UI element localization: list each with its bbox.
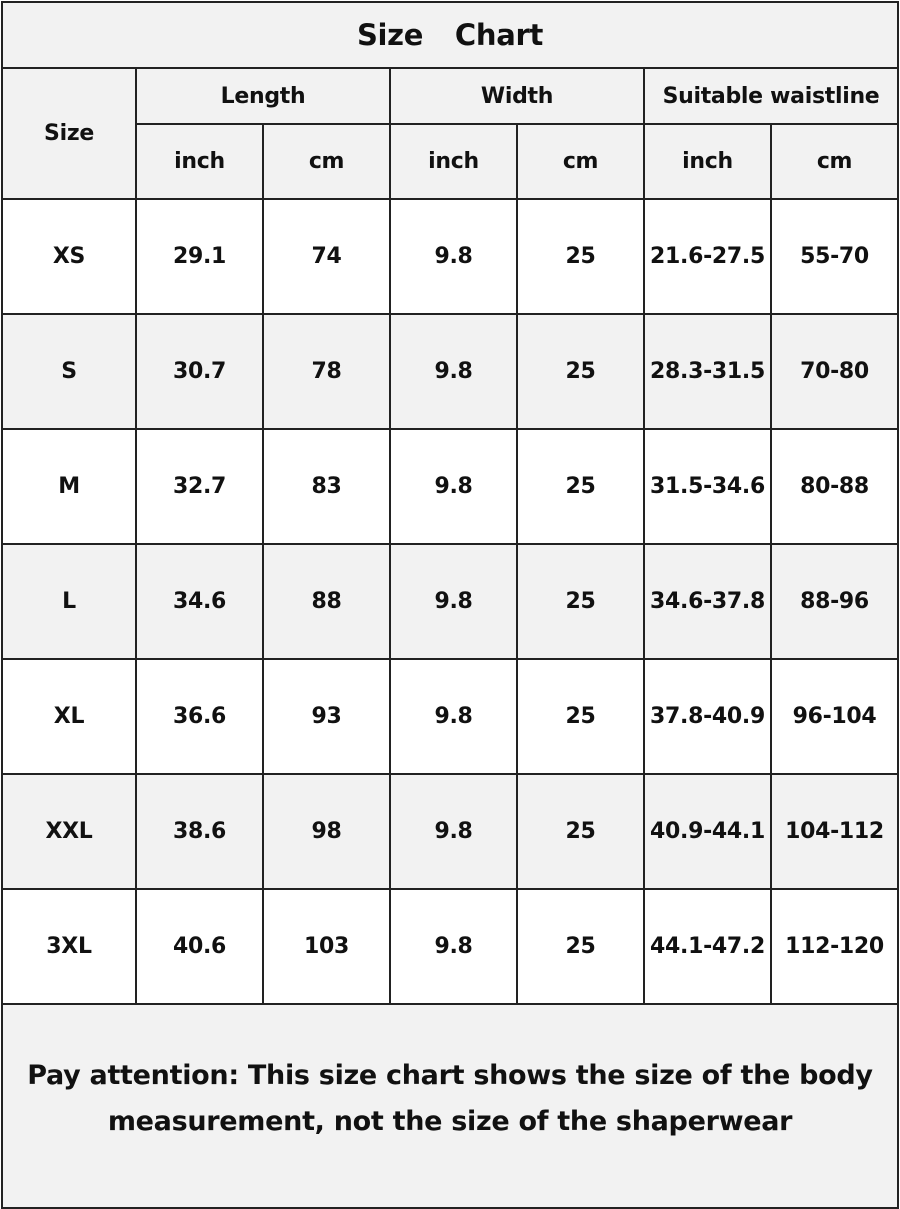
table-row: XL 36.6 93 9.8 25 37.8-40.9 96-104 — [1, 658, 900, 775]
cell-len-in: 34.6 — [135, 543, 264, 660]
cell-len-in: 40.6 — [135, 888, 264, 1005]
cell-wid-in: 9.8 — [389, 198, 518, 315]
header-waistline: Suitable waistline — [642, 67, 900, 125]
table-title: Size Chart — [0, 1, 900, 69]
cell-len-cm: 78 — [262, 313, 391, 430]
table-row: L 34.6 88 9.8 25 34.6-37.8 88-96 — [1, 543, 900, 660]
note-line-2: measurement, not the size of the shaperw… — [107, 1106, 793, 1137]
cell-wid-in: 9.8 — [389, 313, 518, 430]
cell-wid-cm: 25 — [516, 198, 645, 315]
cell-waist-in: 31.5-34.6 — [643, 428, 772, 545]
cell-size: M — [1, 428, 137, 545]
cell-waist-cm: 55-70 — [769, 198, 900, 315]
cell-len-in: 30.7 — [135, 313, 264, 430]
header-waist-inch: inch — [643, 123, 772, 200]
cell-waist-in: 28.3-31.5 — [643, 313, 772, 430]
table-row: 3XL 40.6 103 9.8 25 44.1-47.2 112-120 — [1, 888, 900, 1005]
table-row: XS 29.1 74 9.8 25 21.6-27.5 55-70 — [1, 198, 900, 315]
header-width: Width — [389, 67, 645, 125]
cell-wid-in: 9.8 — [389, 658, 518, 775]
note-line-1: Pay attention: This size chart shows the… — [27, 1060, 873, 1091]
cell-len-in: 38.6 — [135, 773, 264, 890]
cell-waist-cm: 80-88 — [769, 428, 900, 545]
cell-size: XL — [1, 658, 137, 775]
cell-waist-in: 34.6-37.8 — [643, 543, 772, 660]
table-row: S 30.7 78 9.8 25 28.3-31.5 70-80 — [1, 313, 900, 430]
cell-wid-cm: 25 — [516, 543, 645, 660]
cell-wid-in: 9.8 — [389, 428, 518, 545]
cell-waist-in: 37.8-40.9 — [643, 658, 772, 775]
cell-len-in: 32.7 — [135, 428, 264, 545]
cell-size: XS — [1, 198, 137, 315]
cell-waist-cm: 112-120 — [769, 888, 900, 1005]
header-width-cm: cm — [516, 123, 645, 200]
cell-len-in: 36.6 — [135, 658, 264, 775]
cell-waist-cm: 70-80 — [769, 313, 900, 430]
header-length-cm: cm — [262, 123, 391, 200]
cell-len-cm: 98 — [262, 773, 391, 890]
cell-wid-cm: 25 — [516, 313, 645, 430]
cell-len-cm: 93 — [262, 658, 391, 775]
cell-waist-in: 40.9-44.1 — [643, 773, 772, 890]
cell-size: XXL — [1, 773, 137, 890]
table-row: XXL 38.6 98 9.8 25 40.9-44.1 104-112 — [1, 773, 900, 890]
cell-wid-in: 9.8 — [389, 543, 518, 660]
cell-wid-cm: 25 — [516, 888, 645, 1005]
cell-size: 3XL — [1, 888, 137, 1005]
cell-len-in: 29.1 — [135, 198, 264, 315]
cell-len-cm: 88 — [262, 543, 391, 660]
header-length: Length — [135, 67, 391, 125]
cell-wid-in: 9.8 — [389, 888, 518, 1005]
header-length-inch: inch — [135, 123, 264, 200]
cell-len-cm: 103 — [262, 888, 391, 1005]
cell-waist-in: 44.1-47.2 — [643, 888, 772, 1005]
cell-wid-cm: 25 — [516, 658, 645, 775]
cell-wid-in: 9.8 — [389, 773, 518, 890]
cell-waist-cm: 104-112 — [769, 773, 900, 890]
cell-wid-cm: 25 — [516, 428, 645, 545]
cell-waist-cm: 88-96 — [769, 543, 900, 660]
header-size: Size — [1, 67, 137, 200]
cell-len-cm: 74 — [262, 198, 391, 315]
note-cell: Pay attention: This size chart shows the… — [0, 1003, 900, 1209]
table-row: M 32.7 83 9.8 25 31.5-34.6 80-88 — [1, 428, 900, 545]
header-waist-cm: cm — [769, 123, 900, 200]
cell-waist-cm: 96-104 — [769, 658, 900, 775]
header-width-inch: inch — [389, 123, 518, 200]
cell-wid-cm: 25 — [516, 773, 645, 890]
cell-size: L — [1, 543, 137, 660]
cell-len-cm: 83 — [262, 428, 391, 545]
cell-size: S — [1, 313, 137, 430]
cell-waist-in: 21.6-27.5 — [643, 198, 772, 315]
